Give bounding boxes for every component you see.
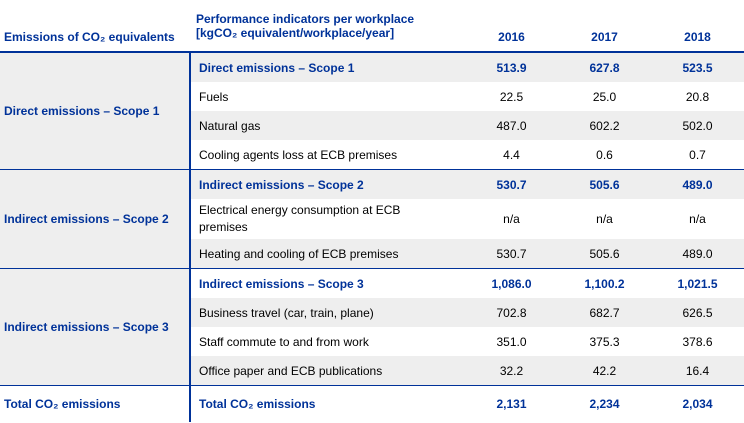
header-emissions: Emissions of CO₂ equivalents	[0, 0, 190, 53]
cell-value: 0.6	[558, 140, 651, 170]
cell-value: 16.4	[651, 356, 744, 386]
row-label: Electrical energy consumption at ECB pre…	[190, 199, 465, 239]
table-row: Electrical energy consumption at ECB pre…	[0, 199, 744, 239]
cell-value: 20.8	[651, 82, 744, 111]
cell-value: 627.8	[558, 52, 651, 82]
table-row: Indirect emissions – Scope 3 Indirect em…	[0, 268, 744, 386]
table-row: Staff commute to and from work 351.0 375…	[0, 327, 744, 356]
header-row: Emissions of CO₂ equivalents Performance…	[0, 0, 744, 53]
cell-value: 4.4	[465, 140, 558, 170]
cell-value: n/a	[558, 199, 651, 239]
cell-value: 1,021.5	[651, 268, 744, 298]
header-indicators-line2: [kgCO₂ equivalent/workplace/year]	[196, 25, 395, 40]
header-year-2016: 2016	[465, 0, 558, 53]
table-row: Cooling agents loss at ECB premises 4.4 …	[0, 140, 744, 170]
total-value: 2,131	[465, 385, 558, 422]
cell-value: 0.7	[651, 140, 744, 170]
table-row: Fuels 22.5 25.0 20.8	[0, 82, 744, 111]
total-value: 2,234	[558, 385, 651, 422]
cell-value: n/a	[465, 199, 558, 239]
row-label: Heating and cooling of ECB premises	[190, 239, 465, 269]
table-row: Natural gas 487.0 602.2 502.0	[0, 111, 744, 140]
header-year-2018: 2018	[651, 0, 744, 53]
cell-value: 513.9	[465, 52, 558, 82]
cell-value: 626.5	[651, 298, 744, 327]
cell-value: 530.7	[465, 169, 558, 199]
total-group-label: Total CO₂ emissions	[0, 385, 191, 422]
row-label: Natural gas	[190, 111, 465, 140]
row-label: Office paper and ECB publications	[190, 356, 465, 386]
header-indicators-line1: Performance indicators per workplace	[196, 11, 415, 26]
row-label: Fuels	[190, 82, 465, 111]
cell-value: 523.5	[651, 52, 744, 82]
table-row: Direct emissions – Scope 1 Direct emissi…	[0, 52, 744, 170]
cell-value: 375.3	[558, 327, 651, 356]
cell-value: 702.8	[465, 298, 558, 327]
cell-value: 487.0	[465, 111, 558, 140]
row-label: Indirect emissions – Scope 2	[190, 169, 465, 199]
cell-value: 1,100.2	[558, 268, 651, 298]
row-label: Staff commute to and from work	[190, 327, 465, 356]
cell-value: 505.6	[558, 239, 651, 269]
cell-value: 682.7	[558, 298, 651, 327]
table-row: Heating and cooling of ECB premises 530.…	[0, 239, 744, 269]
cell-value: n/a	[651, 199, 744, 239]
cell-value: 602.2	[558, 111, 651, 140]
cell-value: 1,086.0	[465, 268, 558, 298]
group-scope-3: Indirect emissions – Scope 3	[0, 268, 191, 386]
cell-value: 32.2	[465, 356, 558, 386]
cell-value: 25.0	[558, 82, 651, 111]
total-value: 2,034	[651, 385, 744, 422]
row-label: Direct emissions – Scope 1	[190, 52, 465, 82]
group-scope-2: Indirect emissions – Scope 2	[0, 169, 191, 269]
row-label: Indirect emissions – Scope 3	[190, 268, 465, 298]
total-row: Total CO₂ emissions Total CO₂ emissions …	[0, 385, 744, 422]
cell-value: 505.6	[558, 169, 651, 199]
header-indicators: Performance indicators per workplace [kg…	[190, 0, 465, 53]
cell-value: 489.0	[651, 169, 744, 199]
table-row: Office paper and ECB publications 32.2 4…	[0, 356, 744, 386]
table-row: Business travel (car, train, plane) 702.…	[0, 298, 744, 327]
group-scope-1: Direct emissions – Scope 1	[0, 52, 191, 170]
header-year-2017: 2017	[558, 0, 651, 53]
cell-value: 489.0	[651, 239, 744, 269]
total-label: Total CO₂ emissions	[190, 385, 465, 422]
cell-value: 22.5	[465, 82, 558, 111]
table-row: Indirect emissions – Scope 2 Indirect em…	[0, 169, 744, 269]
cell-value: 502.0	[651, 111, 744, 140]
cell-value: 42.2	[558, 356, 651, 386]
row-label: Business travel (car, train, plane)	[190, 298, 465, 327]
cell-value: 530.7	[465, 239, 558, 269]
row-label: Cooling agents loss at ECB premises	[190, 140, 465, 170]
cell-value: 378.6	[651, 327, 744, 356]
cell-value: 351.0	[465, 327, 558, 356]
